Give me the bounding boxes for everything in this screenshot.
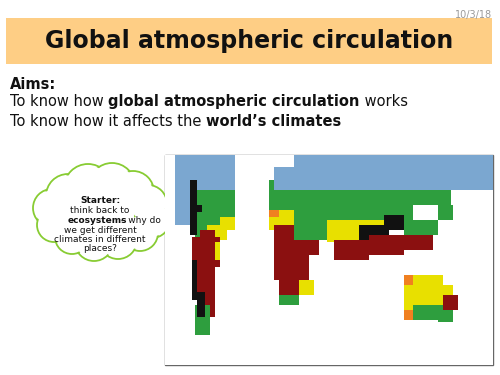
Bar	[169, 299, 177, 307]
Circle shape	[130, 186, 166, 222]
Text: Global atmospheric circulation: Global atmospheric circulation	[45, 29, 453, 53]
Text: Starter:: Starter:	[80, 196, 120, 205]
Text: ecosystems: ecosystems	[68, 216, 128, 225]
Text: we get different: we get different	[64, 226, 136, 235]
Text: world’s climates: world’s climates	[206, 114, 341, 129]
Circle shape	[55, 220, 89, 254]
Text: Polar: Polar	[180, 273, 199, 282]
Circle shape	[48, 176, 88, 216]
Circle shape	[122, 215, 158, 251]
Bar	[6, 18, 492, 64]
Circle shape	[33, 189, 71, 227]
Text: Mountains: Mountains	[180, 338, 220, 346]
Circle shape	[124, 216, 156, 249]
Bar	[165, 155, 493, 365]
Text: Mediterranean: Mediterranean	[180, 324, 236, 333]
Circle shape	[38, 210, 70, 240]
Text: Tropical: Tropical	[180, 312, 210, 321]
Circle shape	[129, 185, 167, 223]
Circle shape	[65, 180, 135, 250]
Circle shape	[46, 174, 90, 218]
Circle shape	[89, 163, 135, 209]
Circle shape	[136, 204, 168, 237]
Circle shape	[34, 190, 70, 225]
Circle shape	[112, 171, 154, 213]
Circle shape	[90, 165, 134, 207]
Circle shape	[100, 222, 136, 258]
Text: – why do: – why do	[118, 216, 161, 225]
Circle shape	[66, 182, 134, 249]
Circle shape	[75, 223, 113, 261]
Text: think back to: think back to	[70, 206, 130, 215]
Text: Temperate: Temperate	[180, 285, 220, 294]
Text: global atmospheric circulation: global atmospheric circulation	[108, 94, 360, 109]
Circle shape	[76, 225, 112, 260]
Text: climates in different: climates in different	[54, 235, 146, 244]
Text: works: works	[360, 94, 408, 109]
Circle shape	[114, 172, 152, 211]
Bar	[169, 312, 177, 320]
Circle shape	[134, 202, 170, 238]
Bar	[169, 325, 177, 333]
Circle shape	[66, 165, 110, 210]
Circle shape	[37, 208, 71, 242]
Text: Aims:: Aims:	[10, 77, 56, 92]
Circle shape	[56, 222, 88, 252]
Bar	[169, 338, 177, 346]
Circle shape	[99, 221, 137, 259]
Text: Arid: Arid	[180, 298, 196, 307]
Text: To know how: To know how	[10, 94, 108, 109]
Bar	[169, 273, 177, 281]
Bar	[169, 286, 177, 294]
Text: To know how it affects the: To know how it affects the	[10, 114, 206, 129]
Circle shape	[64, 164, 112, 212]
Text: 10/3/18: 10/3/18	[455, 10, 492, 20]
Text: places?: places?	[83, 244, 117, 253]
